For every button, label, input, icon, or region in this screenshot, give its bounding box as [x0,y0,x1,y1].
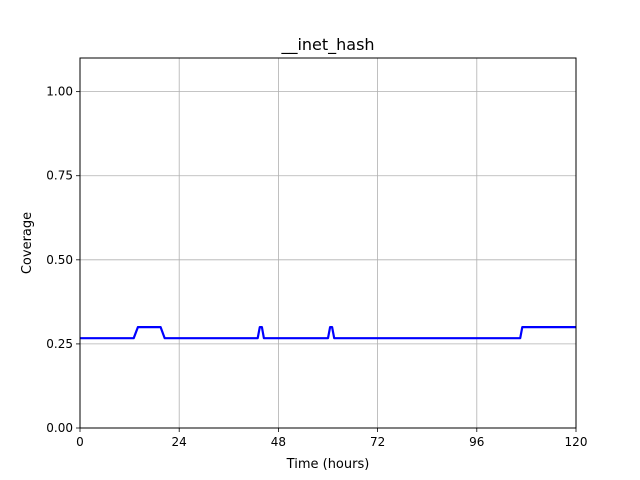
plot-frame [79,57,577,429]
x-tick-label: 48 [271,435,286,449]
series-layer [80,326,576,340]
y-axis-label: Coverage [20,212,35,274]
grid [79,58,577,429]
x-tick-label: 0 [76,435,84,449]
y-tick-label: 0.50 [46,253,73,267]
x-tick-label: 24 [172,435,187,449]
y-tick-label: 0.25 [46,337,73,351]
x-tick-label: 120 [565,435,588,449]
axis-ticks: 0 24 48 72 96 120 0.00 0.25 0.50 0.75 1.00 [46,85,587,449]
chart-title: __inet_hash [280,35,374,55]
y-tick-label: 1.00 [46,85,73,99]
x-tick-label: 96 [469,435,484,449]
y-tick-label: 0.75 [46,169,73,183]
y-tick-label: 0.00 [46,421,73,435]
coverage-line [80,326,576,340]
plot-area [80,58,576,428]
x-axis-label: Time (hours) [286,457,370,472]
x-tick-label: 72 [370,435,385,449]
